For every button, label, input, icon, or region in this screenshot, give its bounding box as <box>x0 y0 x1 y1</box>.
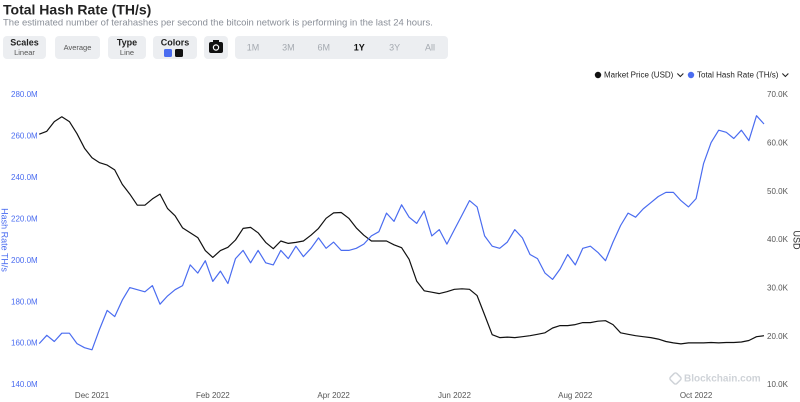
x-tick-label: Dec 2021 <box>75 391 110 400</box>
y-tick-label: 280.0M <box>11 90 38 99</box>
legend-dot <box>594 71 602 79</box>
scales-button[interactable] <box>3 36 46 59</box>
y-tick-label: 140.0M <box>11 380 38 389</box>
button-label: Average <box>64 43 92 52</box>
range-button[interactable]: 1Y <box>354 42 365 52</box>
range-button[interactable]: All <box>425 42 435 52</box>
average-button[interactable] <box>55 36 100 59</box>
watermark: Blockchain.com <box>669 372 761 385</box>
button-label: Colors <box>161 37 190 47</box>
y2-tick-label: 40.0K <box>767 235 789 244</box>
x-tick-label: Oct 2022 <box>680 391 713 400</box>
y-tick-label: 200.0M <box>11 256 38 265</box>
color-swatch <box>175 49 183 57</box>
camera-icon <box>209 40 223 53</box>
range-button[interactable]: 1M <box>247 42 260 52</box>
x-tick-label: Jun 2022 <box>438 391 471 400</box>
toolbar: Scales Linear Average Type Line Colors 1… <box>3 36 448 59</box>
y2-tick-label: 10.0K <box>767 380 789 389</box>
y2-tick-label: 50.0K <box>767 187 789 196</box>
legend-dot <box>687 71 695 79</box>
x-tick-label: Apr 2022 <box>317 391 350 400</box>
button-value: Line <box>120 48 134 57</box>
y-tick-label: 260.0M <box>11 132 38 141</box>
range-buttons: 1M 3M 6M 1Y 3Y All <box>247 42 435 52</box>
y-tick-label: 180.0M <box>11 297 38 306</box>
y2-tick-label: 60.0K <box>767 138 789 147</box>
button-label: Scales <box>10 37 39 47</box>
y2-tick-label: 20.0K <box>767 332 789 341</box>
y-axis-title: Hash Rate TH/s <box>0 208 10 272</box>
range-button[interactable]: 3M <box>282 42 295 52</box>
data-line <box>38 116 765 345</box>
chart-subtitle: The estimated number of terahashes per s… <box>3 18 433 29</box>
y-tick-label: 160.0M <box>11 339 38 348</box>
y-tick-label: 220.0M <box>11 214 38 223</box>
legend-label[interactable]: Total Hash Rate (TH/s) <box>697 71 779 80</box>
data-line <box>38 115 765 351</box>
legend: Market Price (USD) Total Hash Rate (TH/s) <box>594 71 789 80</box>
type-button[interactable] <box>108 36 146 59</box>
plot: 140.0M 160.0M 180.0M 200.0M 220.0M 240.0M 260.… <box>11 90 789 400</box>
button-value: Linear <box>14 48 35 57</box>
watermark-text: Blockchain.com <box>684 374 761 385</box>
range-button[interactable]: 6M <box>318 42 331 52</box>
range-button[interactable]: 3Y <box>389 42 400 52</box>
x-tick-label: Aug 2022 <box>558 391 593 400</box>
legend-chevron <box>676 73 684 78</box>
button-label: Type <box>117 37 137 47</box>
x-tick-label: Feb 2022 <box>196 391 230 400</box>
chart-title: Total Hash Rate (TH/s) <box>3 2 151 18</box>
legend-chevron <box>781 73 789 78</box>
y2-tick-label: 30.0K <box>767 283 789 292</box>
color-swatches <box>164 49 183 57</box>
color-swatch <box>164 49 172 57</box>
y-tick-label: 240.0M <box>11 173 38 182</box>
range-group <box>235 36 448 59</box>
legend-label[interactable]: Market Price (USD) <box>604 71 674 80</box>
y2-tick-label: 70.0K <box>767 90 789 99</box>
y2-axis-title: USD <box>792 230 800 250</box>
